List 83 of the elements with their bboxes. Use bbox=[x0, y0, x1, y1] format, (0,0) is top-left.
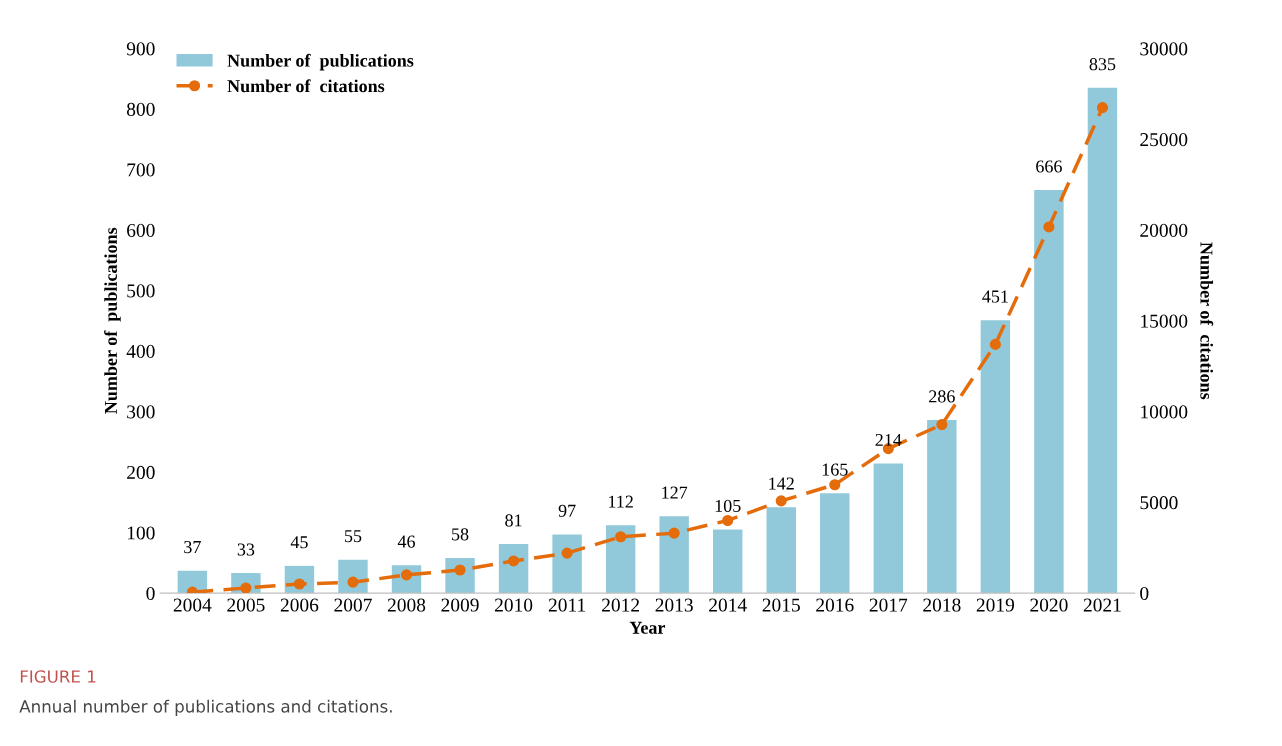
y2-tick-label: 15000 bbox=[1141, 314, 1188, 328]
point bbox=[989, 338, 1001, 350]
x-tick-label: 2013 bbox=[655, 598, 693, 612]
point bbox=[829, 479, 841, 491]
x-tick-label: 2004 bbox=[173, 598, 212, 612]
x-tick-label: 2020 bbox=[1030, 598, 1068, 612]
bar bbox=[980, 320, 1011, 594]
x-tick-label: 2015 bbox=[762, 598, 800, 612]
x-tick-label: 2009 bbox=[441, 598, 479, 612]
data-label: 55 bbox=[344, 530, 362, 543]
legend-label: Number of citations bbox=[227, 79, 385, 93]
x-tick-label: 2019 bbox=[976, 598, 1015, 612]
data-label: 45 bbox=[290, 536, 308, 549]
data-label: 835 bbox=[1089, 58, 1116, 71]
y-axis-title: Number of publications bbox=[104, 227, 121, 414]
data-label: 105 bbox=[715, 499, 741, 512]
y-tick-label: 400 bbox=[126, 344, 155, 358]
point bbox=[775, 495, 787, 507]
x-tick-label: 2008 bbox=[387, 598, 426, 612]
y2-axis-title: Number of citations bbox=[1200, 242, 1214, 400]
x-tick-label: 2006 bbox=[280, 598, 319, 612]
point bbox=[936, 419, 948, 431]
data-label: 112 bbox=[609, 495, 633, 508]
data-label: 451 bbox=[982, 290, 1008, 303]
bar bbox=[552, 534, 582, 594]
y-tick-label: 300 bbox=[127, 405, 155, 419]
data-label: 58 bbox=[452, 528, 469, 541]
data-label: 97 bbox=[558, 504, 576, 517]
data-label: 37 bbox=[184, 540, 201, 554]
data-label: 142 bbox=[769, 477, 794, 490]
text: Annual number of publications and citations. bbox=[19, 699, 392, 716]
bar bbox=[498, 544, 529, 594]
y2-tick-label: 25000 bbox=[1140, 133, 1188, 147]
x-tick-label: 2005 bbox=[227, 598, 265, 612]
y-tick-label: 900 bbox=[126, 42, 155, 56]
data-label: 81 bbox=[505, 514, 522, 527]
bar bbox=[820, 493, 850, 594]
data-label: 46 bbox=[397, 535, 415, 548]
point bbox=[1043, 221, 1055, 233]
x-tick-label: 2011 bbox=[548, 598, 586, 612]
data-label: 286 bbox=[929, 390, 955, 403]
y2-tick-label: 30000 bbox=[1140, 42, 1188, 56]
data-label: 666 bbox=[1036, 160, 1062, 173]
y2-tick-label: 5000 bbox=[1140, 496, 1178, 510]
bar bbox=[659, 516, 689, 594]
data-label: 165 bbox=[822, 463, 848, 476]
y2-tick-label: 0 bbox=[1140, 586, 1149, 601]
x-axis-title: Year bbox=[629, 621, 666, 634]
data-label: 127 bbox=[662, 486, 688, 499]
point bbox=[668, 527, 680, 539]
legend-label: Number of publications bbox=[227, 53, 414, 71]
y-tick-label: 100 bbox=[127, 526, 155, 540]
x-tick-label: 2014 bbox=[709, 598, 747, 612]
point bbox=[561, 547, 573, 559]
bar bbox=[766, 507, 796, 594]
x-tick-label: 2012 bbox=[602, 598, 640, 612]
caption: FIGURE 1 bbox=[20, 670, 96, 683]
point bbox=[508, 555, 520, 567]
y2-tick-label: 10000 bbox=[1141, 405, 1188, 419]
bar bbox=[605, 525, 636, 594]
point bbox=[615, 531, 627, 543]
data-label: 214 bbox=[875, 433, 902, 446]
x-tick-label: 2017 bbox=[869, 598, 908, 612]
data-label: 33 bbox=[237, 543, 255, 556]
point bbox=[722, 514, 734, 527]
y-tick-label: 500 bbox=[127, 284, 155, 298]
y2-tick-label: 20000 bbox=[1140, 223, 1188, 237]
x-tick-label: 2016 bbox=[816, 598, 854, 612]
x-tick-label: 2021 bbox=[1083, 598, 1121, 612]
y-tick-label: 600 bbox=[127, 223, 155, 237]
bar bbox=[1087, 87, 1118, 594]
y-tick-label: 700 bbox=[127, 163, 155, 177]
bar bbox=[927, 420, 957, 594]
bar bbox=[873, 463, 904, 594]
y-tick-label: 0 bbox=[146, 586, 155, 601]
point bbox=[1096, 102, 1109, 114]
y-tick-label: 800 bbox=[126, 102, 155, 116]
x-tick-label: 2010 bbox=[494, 598, 533, 612]
x-tick-label: 2007 bbox=[334, 598, 372, 612]
bar bbox=[1034, 190, 1064, 594]
bar bbox=[712, 529, 743, 594]
x-tick-label: 2018 bbox=[923, 598, 961, 612]
y-tick-label: 200 bbox=[127, 465, 155, 479]
